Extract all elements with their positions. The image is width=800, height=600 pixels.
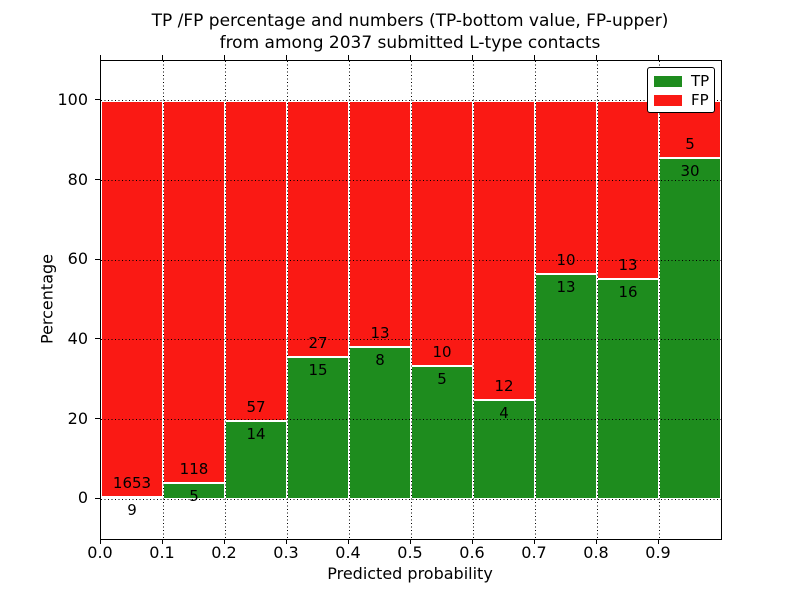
gridline-vertical [286,61,288,539]
x-tick-mark-bottom [347,539,349,544]
bar-count-label-fp: 27 [308,333,328,352]
bar-segment-fp [287,100,349,357]
y-tick-label: 40 [67,328,88,348]
bar-count-label-fp: 10 [556,251,576,270]
x-tick-mark-top [99,55,101,60]
chart-title-line1: TP /FP percentage and numbers (TP-bottom… [151,11,669,31]
x-tick-mark-top [409,55,411,60]
x-tick-mark-top [533,55,535,60]
legend-row-tp: TP [654,72,710,90]
bar-segment-fp [597,100,659,280]
plot-area: 1653 9 118 5 57 14 27 15 13 8 10 5 12 4 10 13 13 16 5 30 [100,60,722,540]
bar-count-label-fp: 12 [494,376,514,395]
bar-count-label-tp: 30 [680,161,700,180]
y-tick-label: 60 [67,249,88,269]
y-tick-mark-left [95,338,100,340]
y-tick-label: 80 [67,169,88,189]
x-tick-mark-top [223,55,225,60]
x-tick-mark-bottom [223,539,225,544]
x-tick-mark-bottom [471,539,473,544]
fp-legend-swatch-icon [654,95,682,106]
x-tick-label: 0.1 [149,543,175,562]
bar-count-label-fp: 1653 [112,474,152,492]
bar-count-label-tp: 14 [246,424,266,443]
y-tick-mark-left [95,179,100,180]
bar-count-label-fp: 13 [618,256,638,275]
bar-count-label-fp: 13 [370,324,390,343]
x-tick-mark-bottom [409,539,411,544]
bar-segment-fp [411,100,473,367]
x-tick-mark-top [161,55,163,60]
x-tick-label: 0.2 [211,543,237,562]
gridline-vertical [658,61,660,539]
y-tick-label: 0 [77,488,88,508]
gridline-vertical [410,61,412,539]
bar-segment-fp [225,100,287,421]
x-tick-mark-top [285,55,287,60]
gridline-vertical [224,61,226,539]
x-tick-label: 0.3 [273,543,299,562]
bar-segment-fp [473,100,535,400]
x-tick-mark-bottom [533,539,535,544]
gridline-vertical [534,61,536,539]
x-tick-label: 0.6 [459,543,485,562]
y-tick-label: 100 [57,89,88,109]
gridline-vertical [596,61,598,539]
x-tick-mark-bottom [285,539,287,544]
bar-count-label-tp: 5 [437,370,447,389]
legend-label-fp: FP [691,91,709,109]
y-tick-mark-left [95,258,100,260]
bar-segment-fp [349,100,411,348]
bar-count-label-tp: 8 [375,351,385,370]
bar-count-label-tp: 15 [308,360,328,379]
x-tick-label: 0.9 [645,543,671,562]
bar-segment-tp [349,347,411,500]
legend: TP FP [647,67,715,113]
bar-count-label-fp: 10 [432,343,452,362]
y-tick-mark-left [95,497,100,499]
x-tick-mark-top [595,55,597,60]
legend-row-fp: FP [654,91,709,109]
bar-count-label-tp: 5 [189,486,199,505]
x-tick-label: 0.7 [521,543,547,562]
x-tick-mark-bottom [595,539,597,544]
bar-segment-fp [163,100,225,483]
tp-legend-swatch-icon [654,76,682,87]
bar-segment-tp [535,274,597,500]
bar-segment-tp [411,366,473,500]
x-tick-label: 0.8 [583,543,609,562]
bar-count-label-fp: 57 [246,397,266,416]
y-tick-mark-left [95,99,100,101]
x-axis-label: Predicted probability [327,564,493,583]
x-tick-label: 0.0 [87,543,113,562]
bar-segment-tp [225,420,287,500]
bar-count-label-fp: 118 [179,459,209,478]
bar-count-label-tp: 13 [556,278,576,297]
y-tick-mark-left [95,418,100,419]
bar-count-label-fp: 5 [685,134,695,153]
x-tick-mark-top [657,55,659,60]
bar-count-label-tp: 4 [499,403,509,422]
x-tick-label: 0.5 [397,543,423,562]
gridline-vertical [162,61,164,539]
x-tick-mark-bottom [657,539,659,544]
y-tick-label: 20 [67,408,88,428]
x-tick-mark-top [471,55,473,60]
bar-segment-tp [597,279,659,500]
gridline-vertical [472,61,474,539]
x-tick-mark-bottom [161,539,163,544]
gridline-vertical [348,61,350,539]
chart-title: TP /FP percentage and numbers (TP-bottom… [100,10,720,54]
bar-segment-fp [101,100,163,497]
x-tick-label: 0.4 [335,543,361,562]
legend-label-tp: TP [691,72,710,90]
x-tick-mark-bottom [99,539,101,544]
bar-segment-tp [659,157,721,500]
x-tick-mark-top [347,55,349,60]
bar-count-label-tp: 16 [618,283,638,302]
bar-segment-fp [535,100,597,275]
chart-title-line2: from among 2037 submitted L-type contact… [219,33,601,53]
bar-count-label-tp: 9 [127,501,137,519]
